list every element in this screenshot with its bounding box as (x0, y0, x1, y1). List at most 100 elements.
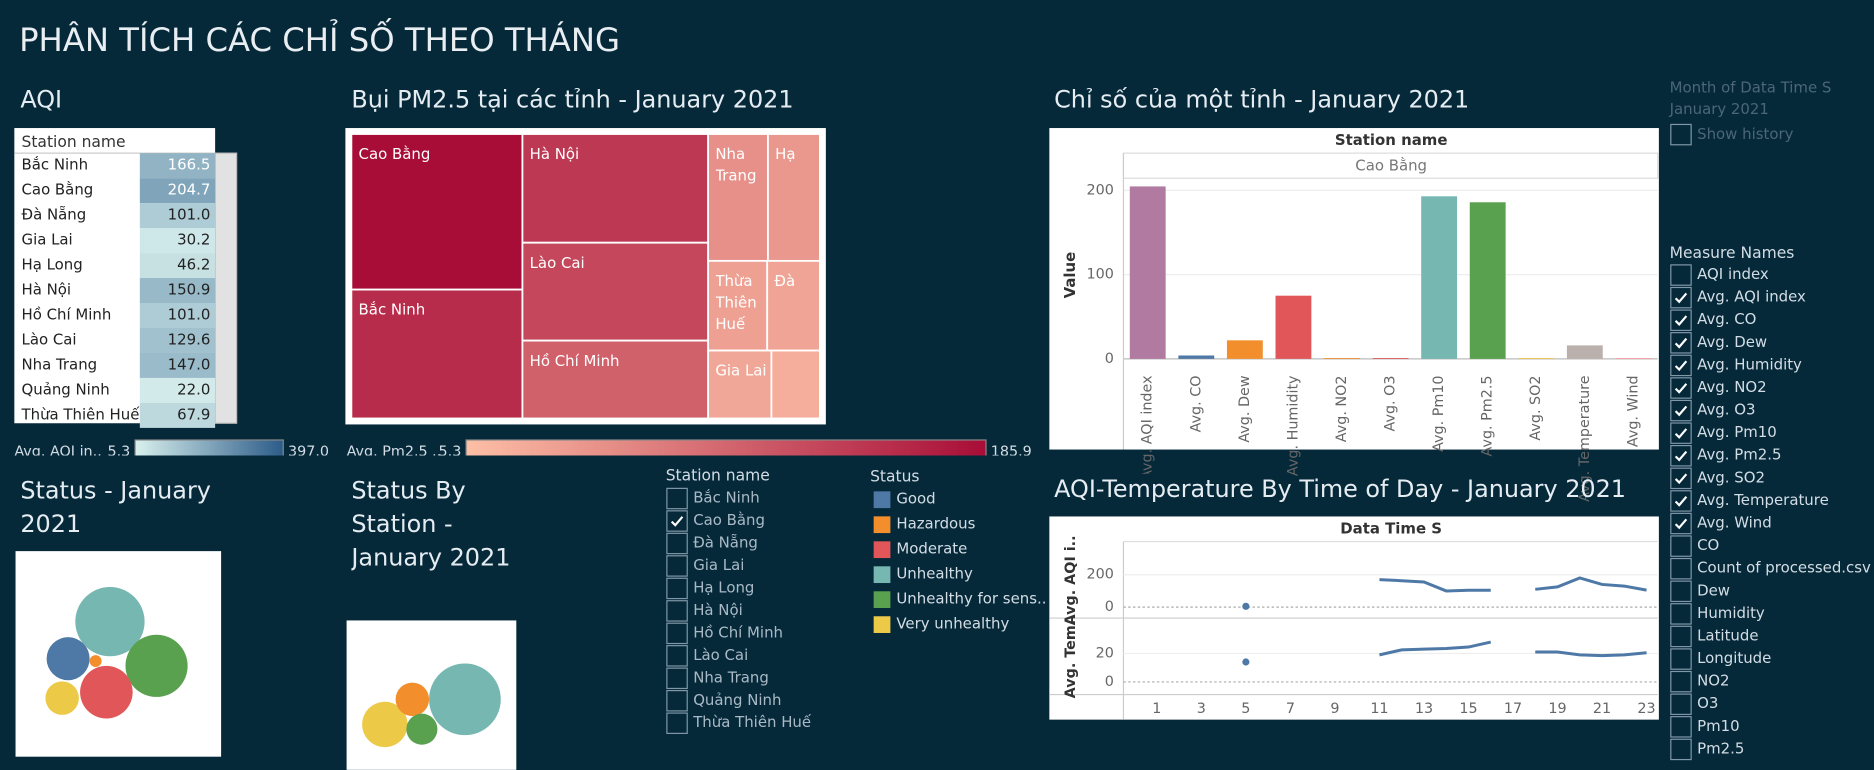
filter-item[interactable]: Pm10 (1697, 717, 1740, 735)
measure-checkbox[interactable] (1670, 332, 1692, 354)
x-tick-label: 19 (1548, 701, 1566, 717)
station-checkbox[interactable] (666, 487, 688, 510)
bar (1226, 340, 1263, 359)
line (1535, 650, 1647, 658)
treemap-cell (770, 349, 821, 420)
measure-checkbox[interactable] (1670, 422, 1692, 444)
measure-checkbox[interactable] (1670, 512, 1692, 535)
filter-item[interactable]: O3 (1697, 694, 1718, 712)
filter-item[interactable]: Avg. AQI index (1697, 288, 1806, 306)
row-label: Hà Nội (22, 281, 72, 299)
filter-item[interactable]: AQI index (1697, 265, 1769, 283)
measure-checkbox[interactable] (1670, 490, 1692, 512)
filter-item[interactable]: Avg. NO2 (1697, 378, 1767, 396)
measure-checkbox[interactable] (1670, 603, 1692, 625)
measure-checkbox[interactable] (1670, 286, 1692, 309)
filter-item[interactable]: Hồ Chí Minh (693, 623, 783, 641)
x-tick-label: 21 (1593, 701, 1611, 717)
measure-checkbox[interactable] (1670, 557, 1692, 580)
history-checkbox[interactable] (1670, 123, 1692, 146)
row-label: Thừa Thiên Huế (21, 405, 141, 423)
filter-item[interactable]: Pm2.5 (1697, 739, 1744, 757)
station-checkbox[interactable] (666, 690, 688, 712)
x-tick-label: Avg. NO2 (1334, 375, 1350, 442)
filter-item[interactable]: Avg. SO2 (1697, 468, 1765, 486)
station-checkbox[interactable] (666, 645, 688, 667)
treemap-cell (766, 259, 821, 352)
measure-checkbox[interactable] (1670, 648, 1692, 670)
measure-checkbox[interactable] (1670, 467, 1692, 490)
filter-item[interactable]: Quảng Ninh (693, 691, 781, 709)
filter-item[interactable]: Cao Bằng (693, 511, 765, 529)
measure-checkbox[interactable] (1670, 399, 1692, 422)
filter-item[interactable]: Nha Trang (693, 668, 769, 686)
measure-checkbox[interactable] (1670, 264, 1692, 286)
station-checkbox[interactable] (666, 712, 688, 734)
measure-checkbox[interactable] (1670, 738, 1692, 761)
measure-checkbox[interactable] (1670, 716, 1692, 738)
filter-item[interactable]: Avg. Dew (1697, 333, 1767, 351)
legend-title: Avg. AQI in.. (14, 444, 101, 460)
row-label: Bắc Ninh (22, 156, 89, 174)
station-checkbox[interactable] (666, 577, 688, 600)
station-checkbox[interactable] (666, 622, 688, 645)
treemap-label: Cao Bằng (358, 144, 431, 163)
highlight-cell (139, 327, 216, 353)
filter-item[interactable]: Avg. Pm2.5 (1697, 446, 1781, 464)
filter-item[interactable]: Avg. Humidity (1697, 355, 1802, 373)
legend-swatch (873, 516, 891, 534)
filter-item[interactable]: Thừa Thiên Huế (692, 713, 812, 731)
highlight-cell (139, 377, 216, 403)
filter-item[interactable]: NO2 (1697, 672, 1729, 690)
filter-item[interactable]: Dew (1697, 581, 1730, 599)
filter-item[interactable]: Avg. Wind (1697, 514, 1772, 532)
measure-checkbox[interactable] (1670, 444, 1692, 467)
x-tick-label: Avg. CO (1188, 375, 1204, 432)
filter-item[interactable]: Đà Nẵng (693, 533, 758, 551)
treemap-label: Lào Cai (529, 253, 585, 272)
filter-item[interactable]: Lào Cai (693, 646, 748, 664)
station-checkbox[interactable] (666, 600, 688, 622)
bar (1275, 295, 1312, 359)
station-checkbox[interactable] (666, 510, 688, 532)
filter-item[interactable]: Latitude (1697, 626, 1758, 644)
measure-checkbox[interactable] (1670, 693, 1692, 715)
treemap-label-box: Hà Nội (530, 145, 580, 163)
filter-item[interactable]: Gia Lai (693, 556, 744, 574)
bar (1129, 186, 1166, 359)
filter-item[interactable]: Avg. CO (1697, 310, 1756, 328)
x-tick-label: Avg. SO2 (1528, 375, 1544, 440)
filter-item[interactable]: Count of processed.csv (1697, 559, 1871, 577)
cell-value: 147.0 (168, 355, 211, 373)
treemap-label: Nha Trang (715, 144, 757, 185)
filter-option[interactable]: Show history (1697, 125, 1793, 143)
filter-item[interactable]: Hạ Long (693, 578, 754, 596)
measure-checkbox[interactable] (1670, 377, 1692, 399)
filter-item[interactable]: Avg. O3 (1697, 401, 1755, 419)
filter-item[interactable]: Longitude (1697, 649, 1771, 667)
filter-item[interactable]: CO (1697, 536, 1719, 554)
scrollbar (214, 152, 238, 424)
treemap-label-box: Nha Trang (715, 144, 757, 185)
check-mark (1674, 450, 1688, 462)
measure-checkbox[interactable] (1670, 354, 1692, 377)
filter-item[interactable]: Avg. Temperature (1697, 491, 1829, 509)
legend-swatch (873, 566, 891, 584)
measure-checkbox[interactable] (1670, 580, 1692, 603)
check-mark (1674, 360, 1688, 372)
legend-title: Status (870, 468, 919, 486)
measure-checkbox[interactable] (1670, 670, 1692, 693)
station-checkbox[interactable] (666, 532, 688, 555)
treemap-cell (521, 133, 710, 244)
filter-item[interactable]: Humidity (1697, 604, 1765, 622)
measure-checkbox[interactable] (1670, 625, 1692, 648)
filter-item[interactable]: Avg. Pm10 (1697, 423, 1777, 441)
treemap-cell (521, 241, 710, 342)
measure-checkbox[interactable] (1670, 309, 1692, 331)
station-checkbox[interactable] (666, 667, 688, 690)
measure-checkbox[interactable] (1670, 535, 1692, 557)
filter-item[interactable]: Bắc Ninh (693, 489, 760, 507)
station-checkbox[interactable] (666, 555, 688, 577)
filter-item[interactable]: Hà Nội (693, 601, 743, 619)
